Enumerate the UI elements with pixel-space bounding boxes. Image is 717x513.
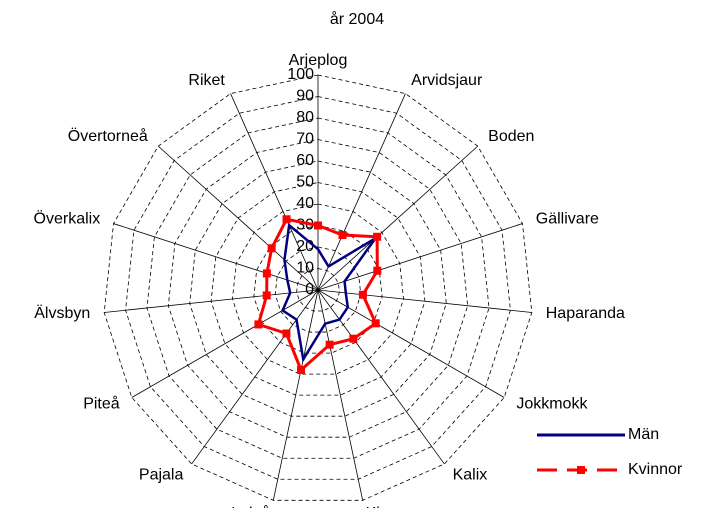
category-label: Riket [188,72,225,89]
spoke [104,289,319,313]
marker [262,269,271,278]
category-label: Gällivare [536,210,599,227]
y-tick-label: 20 [296,238,314,255]
series-line [256,217,379,373]
series-line [281,222,377,363]
y-tick-label: 60 [296,152,314,169]
category-label: Piteå [83,395,120,413]
category-label: Boden [488,128,534,145]
marker [325,340,334,349]
grid-ring [167,139,469,438]
marker [349,334,358,343]
spoke [317,289,445,465]
category-label: Arvidsjaur [411,72,483,89]
marker [373,266,382,275]
marker [282,329,291,338]
category-label: Pajala [139,466,184,483]
marker [358,290,367,299]
spoke [317,289,505,398]
marker [338,231,347,240]
spoke [317,289,532,313]
grid-ring [296,268,340,312]
chart-title: år 2004 [330,10,384,28]
spoke [317,93,406,291]
marker [262,291,271,300]
category-label: Haparanda [546,305,625,322]
legend-label: Kvinnor [628,461,683,478]
category-label: Överkalix [34,209,101,227]
y-tick-label: 0 [305,281,314,298]
grid-ring [232,203,404,375]
spoke [317,145,479,291]
marker [314,221,322,230]
category-label: Jokkmokk [516,396,588,413]
y-tick-label: 90 [296,88,314,105]
legend-marker [577,466,585,474]
marker [297,365,306,374]
marker [371,319,380,328]
category-label: Arjeplog [289,52,348,69]
marker [373,232,382,241]
spoke [157,145,319,291]
grid-ring [125,96,511,480]
spoke [131,289,319,398]
spoke [230,93,319,291]
y-tick-label: 40 [296,195,314,212]
marker [282,215,291,224]
category-label: Kalix [453,466,488,483]
spoke [317,223,523,291]
y-tick-label: 100 [287,66,314,83]
y-tick-label: 50 [296,174,314,191]
category-label: Luleå [231,504,270,508]
spoke [272,289,319,501]
legend-label: Män [628,426,659,443]
y-tick-label: 70 [296,131,314,148]
marker [267,244,276,253]
category-label: Älvsbyn [34,304,90,322]
grid-ring [146,117,490,459]
marker [254,320,263,329]
grid-ring [189,160,447,417]
y-tick-label: 80 [296,109,314,126]
spoke [113,223,319,291]
spoke [191,289,319,465]
y-tick-label: 10 [296,260,314,277]
spoke [317,289,364,501]
category-label: Övertorneå [68,127,148,145]
